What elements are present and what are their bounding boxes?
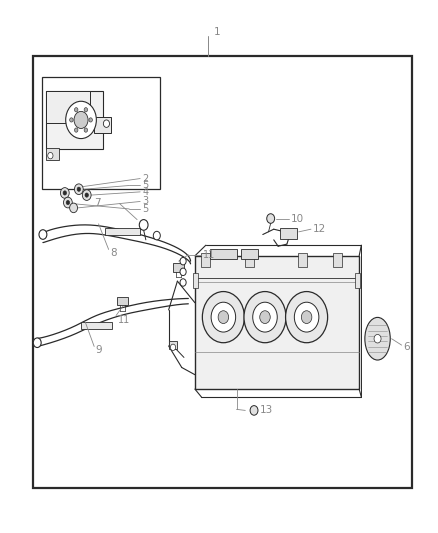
Circle shape xyxy=(253,302,277,332)
Circle shape xyxy=(267,214,275,223)
Bar xyxy=(94,117,111,133)
Text: 12: 12 xyxy=(313,224,326,234)
Circle shape xyxy=(39,230,47,239)
Circle shape xyxy=(70,203,78,213)
Text: 9: 9 xyxy=(95,345,102,354)
Circle shape xyxy=(180,279,186,286)
Circle shape xyxy=(77,187,81,191)
Circle shape xyxy=(89,118,92,122)
Circle shape xyxy=(84,108,88,112)
Circle shape xyxy=(103,120,110,127)
Bar xyxy=(210,249,237,259)
Bar xyxy=(195,256,359,389)
Circle shape xyxy=(66,101,96,139)
Bar xyxy=(355,273,360,288)
Bar xyxy=(46,91,90,123)
Bar xyxy=(46,148,59,160)
Text: 6: 6 xyxy=(403,342,410,352)
Bar xyxy=(33,56,412,488)
Bar xyxy=(173,263,184,272)
Circle shape xyxy=(180,268,186,276)
Circle shape xyxy=(374,335,381,343)
Circle shape xyxy=(294,302,319,332)
Circle shape xyxy=(286,292,328,343)
Text: 10: 10 xyxy=(291,214,304,223)
Text: 13: 13 xyxy=(260,406,273,415)
Text: 7: 7 xyxy=(95,198,101,207)
Circle shape xyxy=(250,406,258,415)
Circle shape xyxy=(218,311,229,324)
Circle shape xyxy=(74,111,88,128)
Text: 11: 11 xyxy=(203,250,215,260)
Bar xyxy=(280,228,297,239)
Text: 8: 8 xyxy=(110,248,117,257)
Bar xyxy=(298,253,307,266)
Circle shape xyxy=(244,292,286,343)
Circle shape xyxy=(84,128,88,132)
Circle shape xyxy=(153,231,160,240)
Circle shape xyxy=(66,200,70,205)
Circle shape xyxy=(301,311,312,324)
Circle shape xyxy=(70,118,73,122)
Circle shape xyxy=(74,184,83,195)
Text: 5: 5 xyxy=(142,204,148,214)
Text: 5: 5 xyxy=(142,181,148,190)
Text: 1: 1 xyxy=(214,27,220,37)
Bar xyxy=(105,228,140,235)
Circle shape xyxy=(48,152,53,159)
Circle shape xyxy=(64,197,72,208)
Bar xyxy=(81,322,112,329)
Circle shape xyxy=(202,292,244,343)
Circle shape xyxy=(180,257,186,265)
Circle shape xyxy=(139,220,148,230)
Circle shape xyxy=(63,191,67,195)
Circle shape xyxy=(74,128,78,132)
Text: 11: 11 xyxy=(118,315,131,325)
Circle shape xyxy=(211,302,236,332)
Text: 4: 4 xyxy=(142,187,148,197)
Bar xyxy=(117,297,128,305)
Bar xyxy=(245,253,254,266)
Ellipse shape xyxy=(365,317,390,360)
Bar xyxy=(169,341,177,349)
Bar xyxy=(333,253,342,266)
Bar xyxy=(42,77,160,189)
Circle shape xyxy=(260,311,270,324)
Circle shape xyxy=(60,188,69,198)
Circle shape xyxy=(85,193,88,197)
Bar xyxy=(201,253,210,266)
Bar xyxy=(241,249,258,259)
Text: 2: 2 xyxy=(142,174,148,183)
Bar xyxy=(193,273,198,288)
Circle shape xyxy=(33,338,41,348)
Circle shape xyxy=(74,108,78,112)
Circle shape xyxy=(170,344,176,351)
Circle shape xyxy=(82,190,91,200)
Text: 3: 3 xyxy=(142,197,148,206)
Bar xyxy=(46,91,103,149)
